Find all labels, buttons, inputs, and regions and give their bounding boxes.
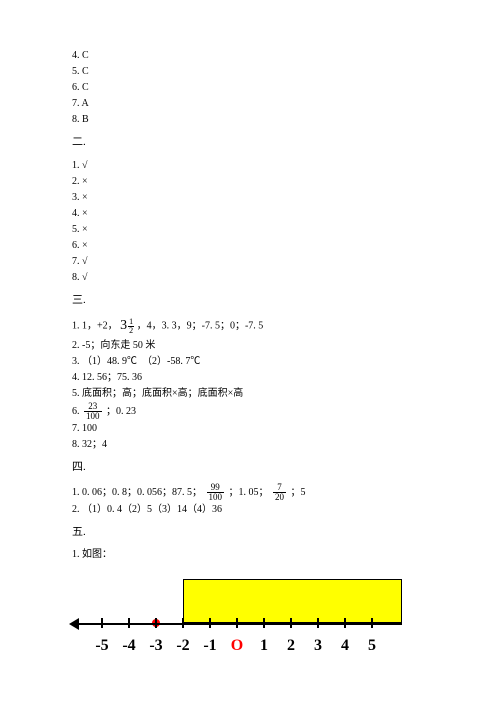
tick bbox=[209, 618, 211, 628]
section5-title: 五. bbox=[72, 524, 440, 542]
den: 2 bbox=[128, 327, 134, 335]
answer-item: 5. C bbox=[72, 64, 440, 80]
answer-item: 5. × bbox=[72, 222, 440, 238]
number-line-figure: -5 -4 -3 -2 -1 O12345 bbox=[72, 579, 402, 669]
tick-label: 4 bbox=[341, 633, 349, 659]
tick-label: 3 bbox=[314, 633, 322, 659]
answer-item: 6. C bbox=[72, 80, 440, 96]
answer-item: 8. 32；4 bbox=[72, 437, 440, 453]
tick-label: -2 bbox=[176, 633, 189, 659]
tick-label: -1 bbox=[203, 633, 216, 659]
section2: 1. √ 2. × 3. × 4. × 5. × 6. × 7. √ 8. √ bbox=[72, 158, 440, 286]
answer-item: 7. 100 bbox=[72, 421, 440, 437]
text: ；5 bbox=[291, 486, 306, 497]
answer-item: 4. × bbox=[72, 206, 440, 222]
answer-item: 1. √ bbox=[72, 158, 440, 174]
tick-label: 1 bbox=[260, 633, 268, 659]
tick bbox=[155, 618, 157, 628]
answer-item: 2. （1）0. 4（2）5（3）14（4）36 bbox=[72, 502, 440, 518]
section1: 4. C 5. C 6. C 7. A 8. B bbox=[72, 48, 440, 128]
tick-label: -3 bbox=[149, 633, 162, 659]
axis: -5-4-3-2-1O12345 bbox=[72, 623, 402, 653]
section3: 1. 1，+2， 312 ，4，3. 3，9；-7. 5；0；-7. 5 2. … bbox=[72, 315, 440, 453]
text: ，4，3. 3，9；-7. 5；0；-7. 5 bbox=[137, 321, 264, 332]
tick bbox=[101, 618, 103, 628]
highlight-rect bbox=[183, 579, 402, 623]
text: 1. 1，+2， bbox=[72, 321, 118, 332]
answer-item: 7. √ bbox=[72, 254, 440, 270]
answer-item: 4. C bbox=[72, 48, 440, 64]
tick bbox=[344, 618, 346, 628]
tick bbox=[263, 618, 265, 628]
tick-label: -5 bbox=[95, 633, 108, 659]
section4: 1. 0. 06；0. 8；0. 056；87. 5； 99 100 ；1. 0… bbox=[72, 483, 440, 518]
tick-label: -4 bbox=[122, 633, 135, 659]
answer-item: 8. B bbox=[72, 112, 440, 128]
fraction: 23 100 bbox=[84, 402, 102, 421]
page: 4. C 5. C 6. C 7. A 8. B 二. 1. √ 2. × 3.… bbox=[0, 0, 500, 669]
fraction: 7 20 bbox=[273, 483, 286, 502]
answer-item: 3. × bbox=[72, 190, 440, 206]
den: 100 bbox=[207, 493, 225, 502]
answer-item: 7. A bbox=[72, 96, 440, 112]
tick bbox=[128, 618, 130, 628]
answer-item: 5. 底面积；高；底面积×高；底面积×高 bbox=[72, 386, 440, 402]
fraction: 99 100 bbox=[207, 483, 225, 502]
whole: 3 bbox=[120, 315, 127, 337]
answer-item: 8. √ bbox=[72, 270, 440, 286]
section4-title: 四. bbox=[72, 459, 440, 477]
answer-item: 3. （1）48. 9℃ （2）-58. 7℃ bbox=[72, 354, 440, 370]
answer-item: 2. × bbox=[72, 174, 440, 190]
text: 6. bbox=[72, 406, 80, 417]
answer-item: 1. 如图： bbox=[72, 547, 440, 563]
answer-item: 6. × bbox=[72, 238, 440, 254]
text: ；1. 05； bbox=[229, 486, 269, 497]
answer-item: 4. 12. 56；75. 36 bbox=[72, 370, 440, 386]
answer-item: 2. -5；向东走 50 米 bbox=[72, 338, 440, 354]
tick bbox=[371, 618, 373, 628]
tick bbox=[317, 618, 319, 628]
tick-label: 5 bbox=[368, 633, 376, 659]
answer-item: 1. 0. 06；0. 8；0. 056；87. 5； 99 100 ；1. 0… bbox=[72, 483, 440, 502]
mixed-fraction: 312 bbox=[120, 315, 134, 338]
tick bbox=[290, 618, 292, 628]
section5: 1. 如图： bbox=[72, 547, 440, 563]
tick-label: 2 bbox=[287, 633, 295, 659]
tick bbox=[182, 618, 184, 628]
answer-item: 1. 1，+2， 312 ，4，3. 3，9；-7. 5；0；-7. 5 bbox=[72, 315, 440, 338]
den: 20 bbox=[273, 493, 286, 502]
text: 1. 0. 06；0. 8；0. 056；87. 5； bbox=[72, 486, 202, 497]
section2-title: 二. bbox=[72, 134, 440, 152]
tick-label: O bbox=[231, 633, 243, 659]
answer-item: 6. 23 100 ；0. 23 bbox=[72, 402, 440, 421]
tick bbox=[236, 618, 238, 628]
den: 100 bbox=[84, 412, 102, 421]
text: ；0. 23 bbox=[106, 406, 136, 417]
section3-title: 三. bbox=[72, 292, 440, 310]
